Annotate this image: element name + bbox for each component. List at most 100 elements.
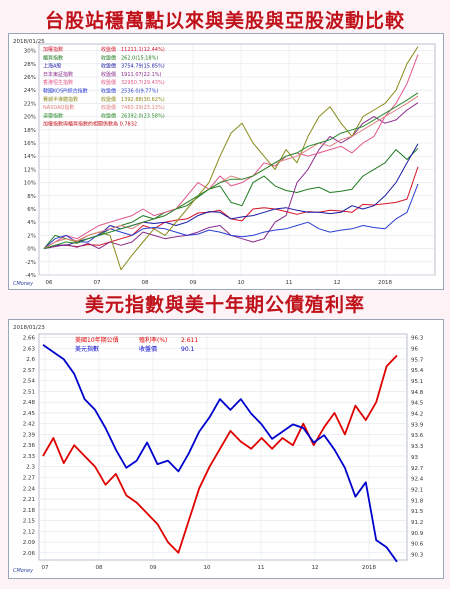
legend-value: 32950.7(29.43%)	[121, 80, 165, 86]
y-left-tick-label: 2.36	[23, 443, 36, 449]
legend-value: 26392.0(23.58%)	[121, 113, 165, 119]
y-tick-label: 30%	[24, 49, 36, 55]
y-left-tick-label: 2.63	[23, 346, 36, 352]
x-tick-label: 08	[96, 565, 103, 571]
y-right-tick-label: 90.6	[411, 542, 424, 548]
y-tick-label: 16%	[24, 141, 36, 147]
series-line	[43, 143, 419, 250]
y-left-tick-label: 2.54	[23, 379, 36, 385]
y-right-tick-label: 93.3	[411, 444, 424, 450]
date-label: 2018/01/23	[13, 325, 45, 331]
x-tick-label: 07	[94, 280, 101, 286]
x-tick-label: 2018	[362, 565, 376, 571]
y-right-tick-label: 91.5	[411, 509, 424, 515]
x-tick-label: 10	[238, 280, 245, 286]
legend-label: 美國10年期公債	[75, 336, 119, 344]
y-right-tick-label: 90.3	[411, 553, 424, 559]
y-tick-label: 8%	[27, 194, 36, 200]
y-left-tick-label: 2.66	[23, 336, 36, 342]
brand-label: CMoney	[13, 568, 34, 574]
series-line	[43, 183, 419, 249]
y-tick-label: 10%	[24, 181, 36, 187]
x-tick-label: 08	[142, 280, 149, 286]
y-right-tick-label: 93	[411, 455, 418, 461]
brand-label: CMoney	[13, 281, 34, 287]
legend-label: 道瓊指數	[43, 112, 63, 119]
y-left-tick-label: 2.24	[23, 486, 36, 492]
y-right-tick-label: 94.2	[411, 412, 423, 418]
x-tick-label: 06	[46, 280, 53, 286]
y-right-tick-label: 93.6	[411, 433, 424, 439]
y-right-tick-label: 90.9	[411, 531, 424, 537]
x-tick-label: 11	[258, 565, 265, 571]
series-line	[42, 354, 398, 554]
legend-value: 2.611	[181, 337, 198, 344]
y-tick-label: 20%	[24, 115, 36, 121]
x-tick-label: 09	[150, 565, 157, 571]
y-left-tick-label: 2.33	[23, 454, 36, 460]
y-right-tick-label: 91.2	[411, 520, 423, 526]
y-right-tick-label: 93.9	[411, 422, 424, 428]
y-right-tick-label: 95.1	[411, 379, 423, 385]
y-tick-label: 18%	[24, 128, 36, 134]
y-left-tick-label: 2.39	[23, 432, 36, 438]
y-right-tick-label: 92.1	[411, 487, 423, 493]
plot-area	[38, 333, 408, 561]
legend-label: 美元指數	[75, 345, 99, 353]
y-tick-label: 6%	[27, 207, 36, 213]
legend-value: 262.0(15.18%)	[121, 55, 158, 61]
legend-value-label: 收盤價	[139, 345, 157, 353]
legend-value-label: 收盤價	[101, 46, 116, 53]
y-right-tick-label: 95.7	[411, 357, 424, 363]
index-comparison-svg: 2018/01/25 -4% -2% 0% 2% 4% 6% 8% 10% 12% 14% 16% 18…	[13, 39, 436, 287]
y-tick-label: 26%	[24, 75, 36, 81]
legend-value-label: 收盤價	[101, 88, 116, 95]
y-right-tick-label: 91.8	[411, 498, 424, 504]
y-tick-label: 12%	[24, 167, 36, 173]
y-right-tick-label: 92.4	[411, 477, 424, 483]
y-right-tick-label: 94.5	[411, 401, 424, 407]
x-tick-label: 12	[312, 565, 319, 571]
x-tick-label: 2018	[378, 280, 392, 286]
plot-area	[38, 43, 436, 276]
legend-label: 香港恒生指數	[43, 79, 73, 86]
y-right-tick-label: 92.7	[411, 466, 424, 472]
y-right-tick-label: 96.3	[411, 336, 424, 342]
y-tick-label: 24%	[24, 88, 36, 94]
legend-label: 日本東証指數	[43, 71, 73, 78]
y-left-tick-label: 2.12	[23, 529, 35, 535]
legend-label: 櫃買指數	[43, 54, 63, 61]
legend-value: 11211.1(12.44%)	[121, 47, 165, 53]
y-tick-label: 4%	[27, 220, 36, 226]
y-left-tick-label: 2.18	[23, 508, 36, 514]
legend-value-label: 收盤價	[101, 71, 116, 78]
date-label: 2018/01/25	[13, 39, 45, 45]
y-tick-label: 14%	[24, 154, 36, 160]
y-left-tick-label: 2.06	[23, 551, 36, 557]
y-tick-label: -2%	[25, 260, 36, 266]
y-left-tick-label: 2.6	[26, 357, 35, 363]
y-left-tick-label: 2.48	[23, 400, 36, 406]
series-line	[43, 54, 419, 250]
x-tick-label: 12	[334, 280, 341, 286]
series-line	[43, 46, 419, 271]
y-left-tick-label: 2.3	[26, 465, 35, 471]
legend-note: 加權指數與櫃買指數的相關係數為 0.7832	[43, 121, 137, 128]
legend-value-label: 殖利率(%)	[139, 336, 167, 344]
x-tick-label: 11	[286, 280, 293, 286]
legend-value-label: 收盤價	[101, 79, 116, 86]
legend-label: 上海A股	[43, 63, 61, 70]
legend-value: 1911.07(22.1%)	[121, 72, 162, 78]
y-right-tick-label: 95.4	[411, 368, 424, 374]
series-line	[42, 344, 398, 563]
legend-value: 1392.88(30.62%)	[121, 97, 165, 103]
usd-treasury-chart: 2018/01/23 2.06 2.09 2.12 2.15 2.18 2.21 2.24 2.…	[8, 319, 444, 579]
bottom-chart-title: 美元指數與美十年期公債殖利率	[84, 294, 365, 316]
y-tick-label: 28%	[24, 62, 36, 68]
legend-value-label: 收盤價	[101, 104, 116, 111]
legend-value: 2536.0(9.77%)	[121, 89, 158, 95]
series-line	[43, 95, 419, 250]
index-comparison-chart: 2018/01/25 -4% -2% 0% 2% 4% 6% 8% 10% 12% 14% 16% 18…	[8, 33, 444, 290]
y-left-tick-label: 2.51	[23, 389, 35, 395]
y-left-tick-label: 2.42	[23, 422, 35, 428]
